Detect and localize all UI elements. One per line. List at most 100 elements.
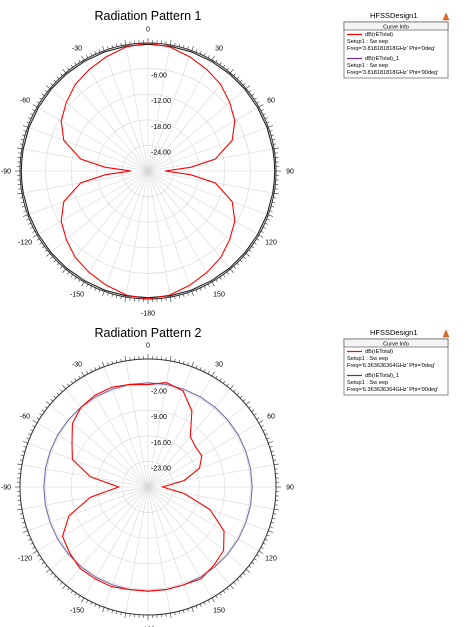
legend-entry-setup: Setup1 : Sw eep [347, 39, 388, 45]
angle-tick [70, 380, 74, 384]
angle-tick [22, 450, 26, 452]
angle-tick [272, 201, 276, 203]
angle-tick [16, 508, 22, 511]
angle-tick [45, 569, 51, 573]
angle-tick [203, 285, 206, 289]
angle-tick [274, 192, 280, 195]
grid-ring [122, 461, 174, 513]
angle-tick [174, 296, 176, 300]
angle-tick [264, 222, 268, 225]
grid-spoke [147, 126, 269, 172]
angle-tick [28, 433, 32, 436]
angle-label: 30 [215, 362, 223, 369]
angle-tick [266, 121, 270, 124]
angle-tick [230, 68, 234, 74]
angle-tick [178, 611, 180, 615]
angle-tick [248, 565, 252, 568]
angle-tick [116, 611, 118, 615]
grid-spoke [83, 486, 149, 599]
angle-tick [207, 283, 210, 287]
grid-spoke [103, 50, 149, 172]
angle-tick [32, 109, 36, 112]
angle-tick [20, 517, 24, 519]
angle-tick [233, 389, 236, 393]
angle-tick [183, 361, 185, 365]
angle-tick [36, 101, 40, 104]
angle-tick [41, 561, 45, 565]
angle-tick [262, 429, 266, 432]
angle-tick [256, 554, 260, 557]
angle-tick [60, 265, 63, 269]
angle-tick [268, 125, 274, 128]
angle-tick [199, 287, 202, 291]
grid-spoke [103, 486, 149, 608]
angle-tick [256, 238, 260, 241]
angle-tick [41, 245, 45, 249]
angle-label: 60 [267, 414, 275, 421]
angle-tick [50, 399, 54, 402]
grid-spoke [103, 366, 149, 488]
angle-tick [111, 361, 113, 365]
angle-tick [102, 607, 105, 613]
angle-tick [239, 575, 243, 579]
angle-tick [81, 597, 85, 603]
angle-tick [102, 291, 105, 297]
angle-tick [253, 97, 257, 100]
angle-tick [124, 297, 127, 303]
angle-tick [53, 259, 57, 263]
series-line [60, 42, 236, 300]
angle-tick [195, 365, 198, 369]
angle-tick [19, 459, 23, 461]
angle-tick [28, 222, 32, 225]
angle-tick [70, 274, 74, 278]
angle-tick [28, 117, 32, 120]
angle-tick [236, 578, 240, 582]
angle-tick [16, 147, 22, 150]
angle-tick [67, 383, 70, 387]
angle-tick [16, 192, 22, 195]
grid-spoke [27, 486, 149, 532]
angle-tick [45, 253, 51, 257]
angle-tick [219, 62, 222, 66]
grid-spoke [65, 388, 149, 488]
grid-spoke [147, 375, 213, 488]
angle-tick [60, 389, 63, 393]
grid-spoke [147, 106, 260, 172]
angle-tick [239, 79, 243, 83]
angle-tick [78, 59, 81, 63]
angle-tick [44, 90, 48, 93]
grid-spoke [147, 464, 275, 488]
angle-tick [107, 362, 109, 366]
angle-tick [270, 450, 274, 452]
angle-tick [20, 201, 24, 203]
legend-entry-setup: Setup1 : Sw eep [347, 356, 388, 362]
radial-label: -24.00 [151, 149, 171, 156]
angle-tick [274, 508, 280, 511]
angle-tick [53, 395, 57, 399]
angle-tick [90, 601, 93, 605]
angle-label: -150 [70, 608, 84, 615]
angle-tick [102, 45, 105, 51]
angle-label: -180 [141, 311, 155, 318]
angle-tick [183, 609, 185, 613]
angle-tick [169, 355, 172, 361]
legend-entry-name: dB(rETotal) [365, 349, 393, 355]
angle-tick [219, 378, 222, 382]
angle-tick [98, 605, 101, 609]
angle-tick [262, 542, 266, 545]
angle-tick [245, 85, 251, 89]
angle-tick [262, 113, 266, 116]
grid-ring [70, 93, 226, 249]
angle-tick [264, 433, 268, 436]
legend-box [343, 338, 449, 396]
angle-tick [70, 64, 74, 68]
angle-tick [67, 67, 70, 71]
angle-tick [273, 513, 277, 515]
angle-tick [62, 584, 66, 590]
angle-label: -30 [72, 46, 82, 53]
grid-spoke [83, 375, 149, 488]
angle-tick [26, 121, 30, 124]
angle-tick [230, 268, 234, 274]
